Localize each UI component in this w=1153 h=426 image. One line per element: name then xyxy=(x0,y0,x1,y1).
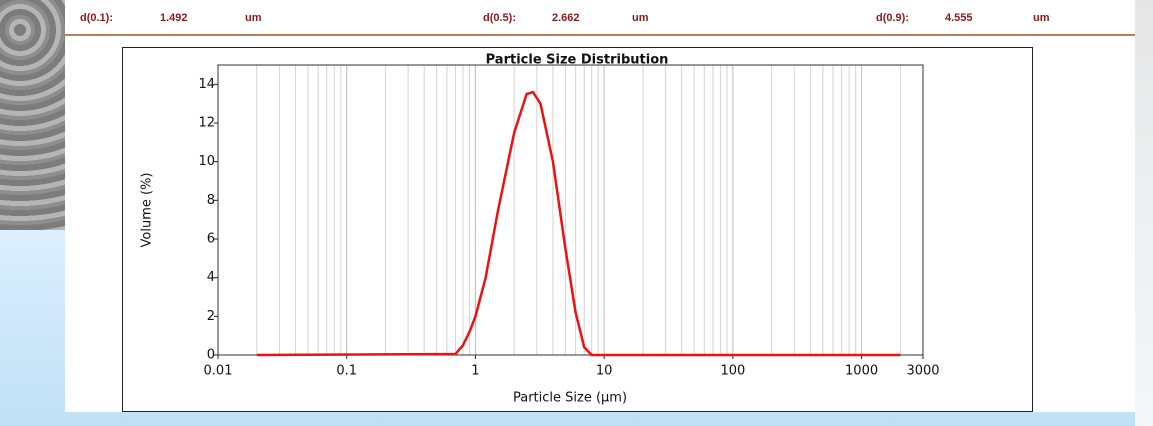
y-tick-label: 8 xyxy=(207,193,215,208)
header-value: 4.555 xyxy=(945,12,973,24)
header-label: d(0.5): xyxy=(483,12,516,24)
y-tick-label: 2 xyxy=(207,309,215,324)
chart-frame xyxy=(122,47,1033,412)
header-unit: um xyxy=(632,12,649,24)
y-tick-label: 0 xyxy=(207,348,215,363)
x-axis-label: Particle Size (μm) xyxy=(513,391,627,406)
x-tick-label: 1 xyxy=(471,364,479,379)
x-tick-label: 1000 xyxy=(845,364,878,379)
header-value: 2.662 xyxy=(552,12,580,24)
x-tick-label: 0.01 xyxy=(204,364,233,379)
header-label: d(0.9): xyxy=(876,12,909,24)
header-value: 1.492 xyxy=(160,12,188,24)
chart-title: Particle Size Distribution xyxy=(486,53,669,68)
data-line xyxy=(256,90,901,357)
x-tick-label: 10 xyxy=(596,364,613,379)
header-unit: um xyxy=(1033,12,1050,24)
x-tick-label: 3000 xyxy=(906,364,939,379)
x-tick-label: 0.1 xyxy=(336,364,357,379)
y-tick-label: 6 xyxy=(207,232,215,247)
background-right xyxy=(1135,0,1153,426)
y-tick-label: 12 xyxy=(198,116,215,131)
y-tick-label: 14 xyxy=(198,77,215,92)
plot-frame xyxy=(217,64,924,356)
header-unit: um xyxy=(245,12,262,24)
header-label: d(0.1): xyxy=(80,12,113,24)
background-texture xyxy=(0,0,65,230)
y-tick-label: 10 xyxy=(198,154,215,169)
x-tick-label: 100 xyxy=(720,364,745,379)
y-tick-label: 4 xyxy=(207,270,215,285)
y-axis-label: Volume (%) xyxy=(140,173,155,248)
